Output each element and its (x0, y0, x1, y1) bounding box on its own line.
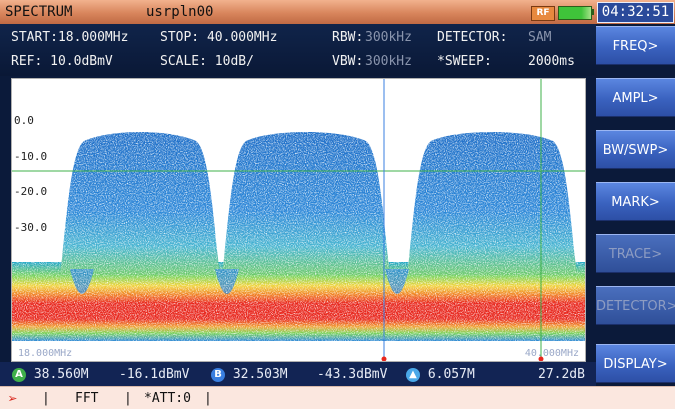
spectrum-trace (12, 79, 585, 361)
clock: 04:32:51 (597, 2, 674, 23)
rbw-value[interactable]: 300kHz (365, 30, 412, 45)
separator: | (124, 391, 132, 406)
rf-indicator-icon: RF (531, 6, 555, 21)
stop-frequency[interactable]: STOP: 40.000MHz (160, 30, 278, 45)
sweep-value[interactable]: 2000ms (528, 54, 575, 69)
marker-readout-bar: A 38.560M -16.1dBmV B 32.503M -43.3dBmV … (0, 362, 596, 386)
detector-value[interactable]: SAM (528, 30, 552, 45)
softkey-bw-swp-button[interactable]: BW/SWP> (596, 130, 675, 169)
softkey-trace-button[interactable]: TRACE> (596, 234, 675, 273)
marker-b-readout[interactable]: B 32.503M (211, 367, 288, 382)
vbw-label: VBW: (332, 54, 364, 69)
detector-label: DETECTOR: (437, 30, 508, 45)
stop-corner-label: 40.000MHz (524, 348, 579, 359)
fft-mode: FFT (75, 391, 99, 406)
marker-a-readout[interactable]: A 38.560M (12, 367, 89, 382)
separator: | (204, 391, 212, 406)
marker-a-icon: A (12, 367, 26, 382)
marker-b-level: -43.3dBmV (317, 367, 388, 382)
marker-a-frequency: 38.560M (33, 367, 89, 382)
delta-marker-icon: ▲ (406, 367, 420, 382)
channel-3-envelope (407, 132, 577, 275)
scale[interactable]: SCALE: 10dB/ (160, 54, 254, 69)
file-name: usrpln00 (146, 4, 214, 20)
softkey-freq-button[interactable]: FREQ> (596, 26, 675, 65)
delta-marker-readout[interactable]: ▲ 6.057M (406, 367, 475, 382)
attenuation[interactable]: *ATT:0 (144, 391, 191, 406)
channel-2-envelope (222, 132, 390, 275)
mode-title: SPECTRUM (5, 4, 73, 20)
marker-b-icon: B (211, 367, 225, 382)
y-axis-label-1: -10.0 (14, 150, 48, 163)
spectrum-plot[interactable]: 0.0 -10.0 -20.0 -30.0 18.000MHz 40.000MH… (11, 78, 586, 362)
notch-3 (385, 269, 409, 294)
vbw-value[interactable]: 300kHz (365, 54, 412, 69)
marker-a-pin (538, 356, 544, 361)
y-axis-label-0: 0.0 (14, 114, 34, 127)
notch-2 (215, 269, 239, 294)
separator: | (42, 391, 50, 406)
status-bar: ➢ | FFT | *ATT:0 | (0, 386, 675, 409)
y-axis-label-2: -20.0 (14, 185, 48, 198)
rbw-label: RBW: (332, 30, 364, 45)
softkey-display-button[interactable]: DISPLAY> (596, 344, 675, 383)
marker-b-frequency: 32.503M (232, 367, 288, 382)
notch-1 (70, 269, 94, 294)
delta-level: 27.2dB (538, 367, 585, 382)
battery-tip (591, 9, 594, 15)
noise-floor-band (12, 262, 585, 341)
y-axis-label-3: -30.0 (14, 221, 48, 234)
battery-icon (558, 6, 592, 20)
delta-frequency: 6.057M (427, 367, 475, 382)
channel-1-envelope (60, 132, 220, 275)
start-corner-label: 18.000MHz (18, 348, 73, 359)
softkey-panel: FREQ> AMPL> BW/SWP> MARK> TRACE> DETECTOR> DIS… (596, 24, 675, 386)
softkey-ampl-button[interactable]: AMPL> (596, 78, 675, 117)
input-arrow-icon: ➢ (8, 389, 18, 408)
title-bar: SPECTRUM usrpln00 RF 04:32:51 (0, 0, 675, 24)
start-frequency[interactable]: START:18.000MHz (11, 30, 129, 45)
measurement-settings: START:18.000MHz STOP: 40.000MHz RBW: 300… (0, 24, 596, 76)
sweep-label: *SWEEP: (437, 54, 492, 69)
marker-a-level: -16.1dBmV (119, 367, 190, 382)
reference-level[interactable]: REF: 10.0dBmV (11, 54, 113, 69)
softkey-detector-button[interactable]: DETECTOR> (596, 286, 675, 325)
marker-b-pin (381, 356, 387, 361)
softkey-mark-button[interactable]: MARK> (596, 182, 675, 221)
